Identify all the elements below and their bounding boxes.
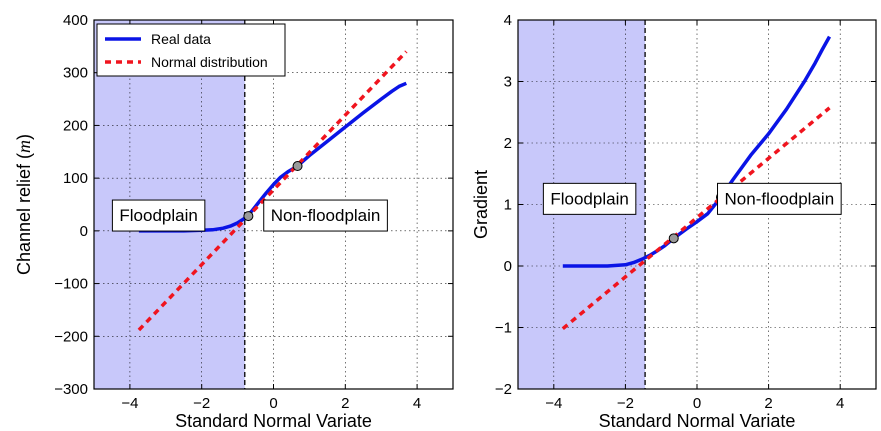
x-tick-label: 0	[693, 395, 701, 412]
y-tick-label: 2	[504, 135, 512, 152]
y-axis-label: Gradient	[471, 170, 491, 239]
x-axis-label: Standard Normal Variate	[175, 411, 372, 431]
x-tick-label: 2	[341, 395, 349, 412]
normal-distribution-line	[561, 106, 831, 331]
real-data-line	[562, 35, 832, 268]
data-marker	[292, 161, 303, 172]
y-axis-label-suffix: )	[14, 134, 34, 140]
region-label-box	[263, 199, 388, 232]
x-tick-label: 4	[413, 395, 421, 412]
y-tick-label: 400	[63, 12, 88, 29]
x-tick-label: 0	[269, 395, 277, 412]
x-tick-label: −4	[121, 395, 138, 412]
y-tick-label: 3	[504, 74, 512, 91]
x-tick-label: 4	[836, 395, 844, 412]
region-label-non-floodplain: Non-floodplain	[717, 182, 842, 215]
y-tick-label: −1	[495, 320, 512, 337]
x-tick-label: 2	[764, 395, 772, 412]
region-label-non-floodplain: Non-floodplain	[263, 199, 388, 232]
region-label-floodplain: Floodplain	[111, 199, 206, 232]
region-label-box	[717, 182, 842, 215]
legend-entry: Real data	[151, 31, 211, 47]
tick-group: −4 −2 0 2 4 −2 −1 0 1 2 3 4	[495, 12, 876, 412]
data-marker	[668, 233, 679, 244]
y-tick-label: −100	[54, 276, 88, 293]
y-tick-label: −2	[495, 381, 512, 398]
y-tick-label: 0	[80, 223, 88, 240]
y-tick-label: −300	[54, 381, 88, 398]
x-tick-label: −2	[617, 395, 634, 412]
x-tick-label: −4	[545, 395, 562, 412]
y-tick-label: 200	[63, 117, 88, 134]
y-tick-label: 4	[504, 12, 512, 29]
y-tick-label: 300	[63, 65, 88, 82]
normal-distribution-line	[137, 50, 408, 332]
chart-panel-right: Floodplain Non-floodplain −4 −2 0 2 4 −2 −1 0 1 2 3 4…	[471, 12, 877, 431]
region-label-box	[111, 199, 206, 232]
region-label-text: Non-floodplain	[725, 189, 835, 208]
legend-box	[96, 23, 286, 77]
x-tick-label: −2	[193, 395, 210, 412]
region-label-box	[542, 182, 637, 215]
legend-entry: Normal distribution	[151, 54, 268, 70]
y-axis-label: Channel relief (m)	[14, 134, 34, 275]
x-axis-label: Standard Normal Variate	[599, 411, 796, 431]
real-data-line	[138, 81, 407, 233]
y-tick-label: 100	[63, 170, 88, 187]
region-label-text: Floodplain	[550, 189, 628, 208]
chart-panel-left: Floodplain Non-floodplain −4 −2 0 2 4 −300 −200 −…	[14, 12, 454, 431]
y-tick-label: −200	[54, 328, 88, 345]
region-label-text: Floodplain	[119, 206, 197, 225]
y-axis-label-prefix: Channel relief (	[14, 153, 34, 275]
legend: Real data Normal distribution	[96, 23, 286, 77]
region-label-text: Non-floodplain	[271, 206, 381, 225]
data-marker	[243, 211, 254, 222]
y-axis-label-variable: m	[14, 140, 34, 153]
y-tick-label: 1	[504, 197, 512, 214]
y-tick-label: 0	[504, 258, 512, 275]
region-label-floodplain: Floodplain	[542, 182, 637, 215]
